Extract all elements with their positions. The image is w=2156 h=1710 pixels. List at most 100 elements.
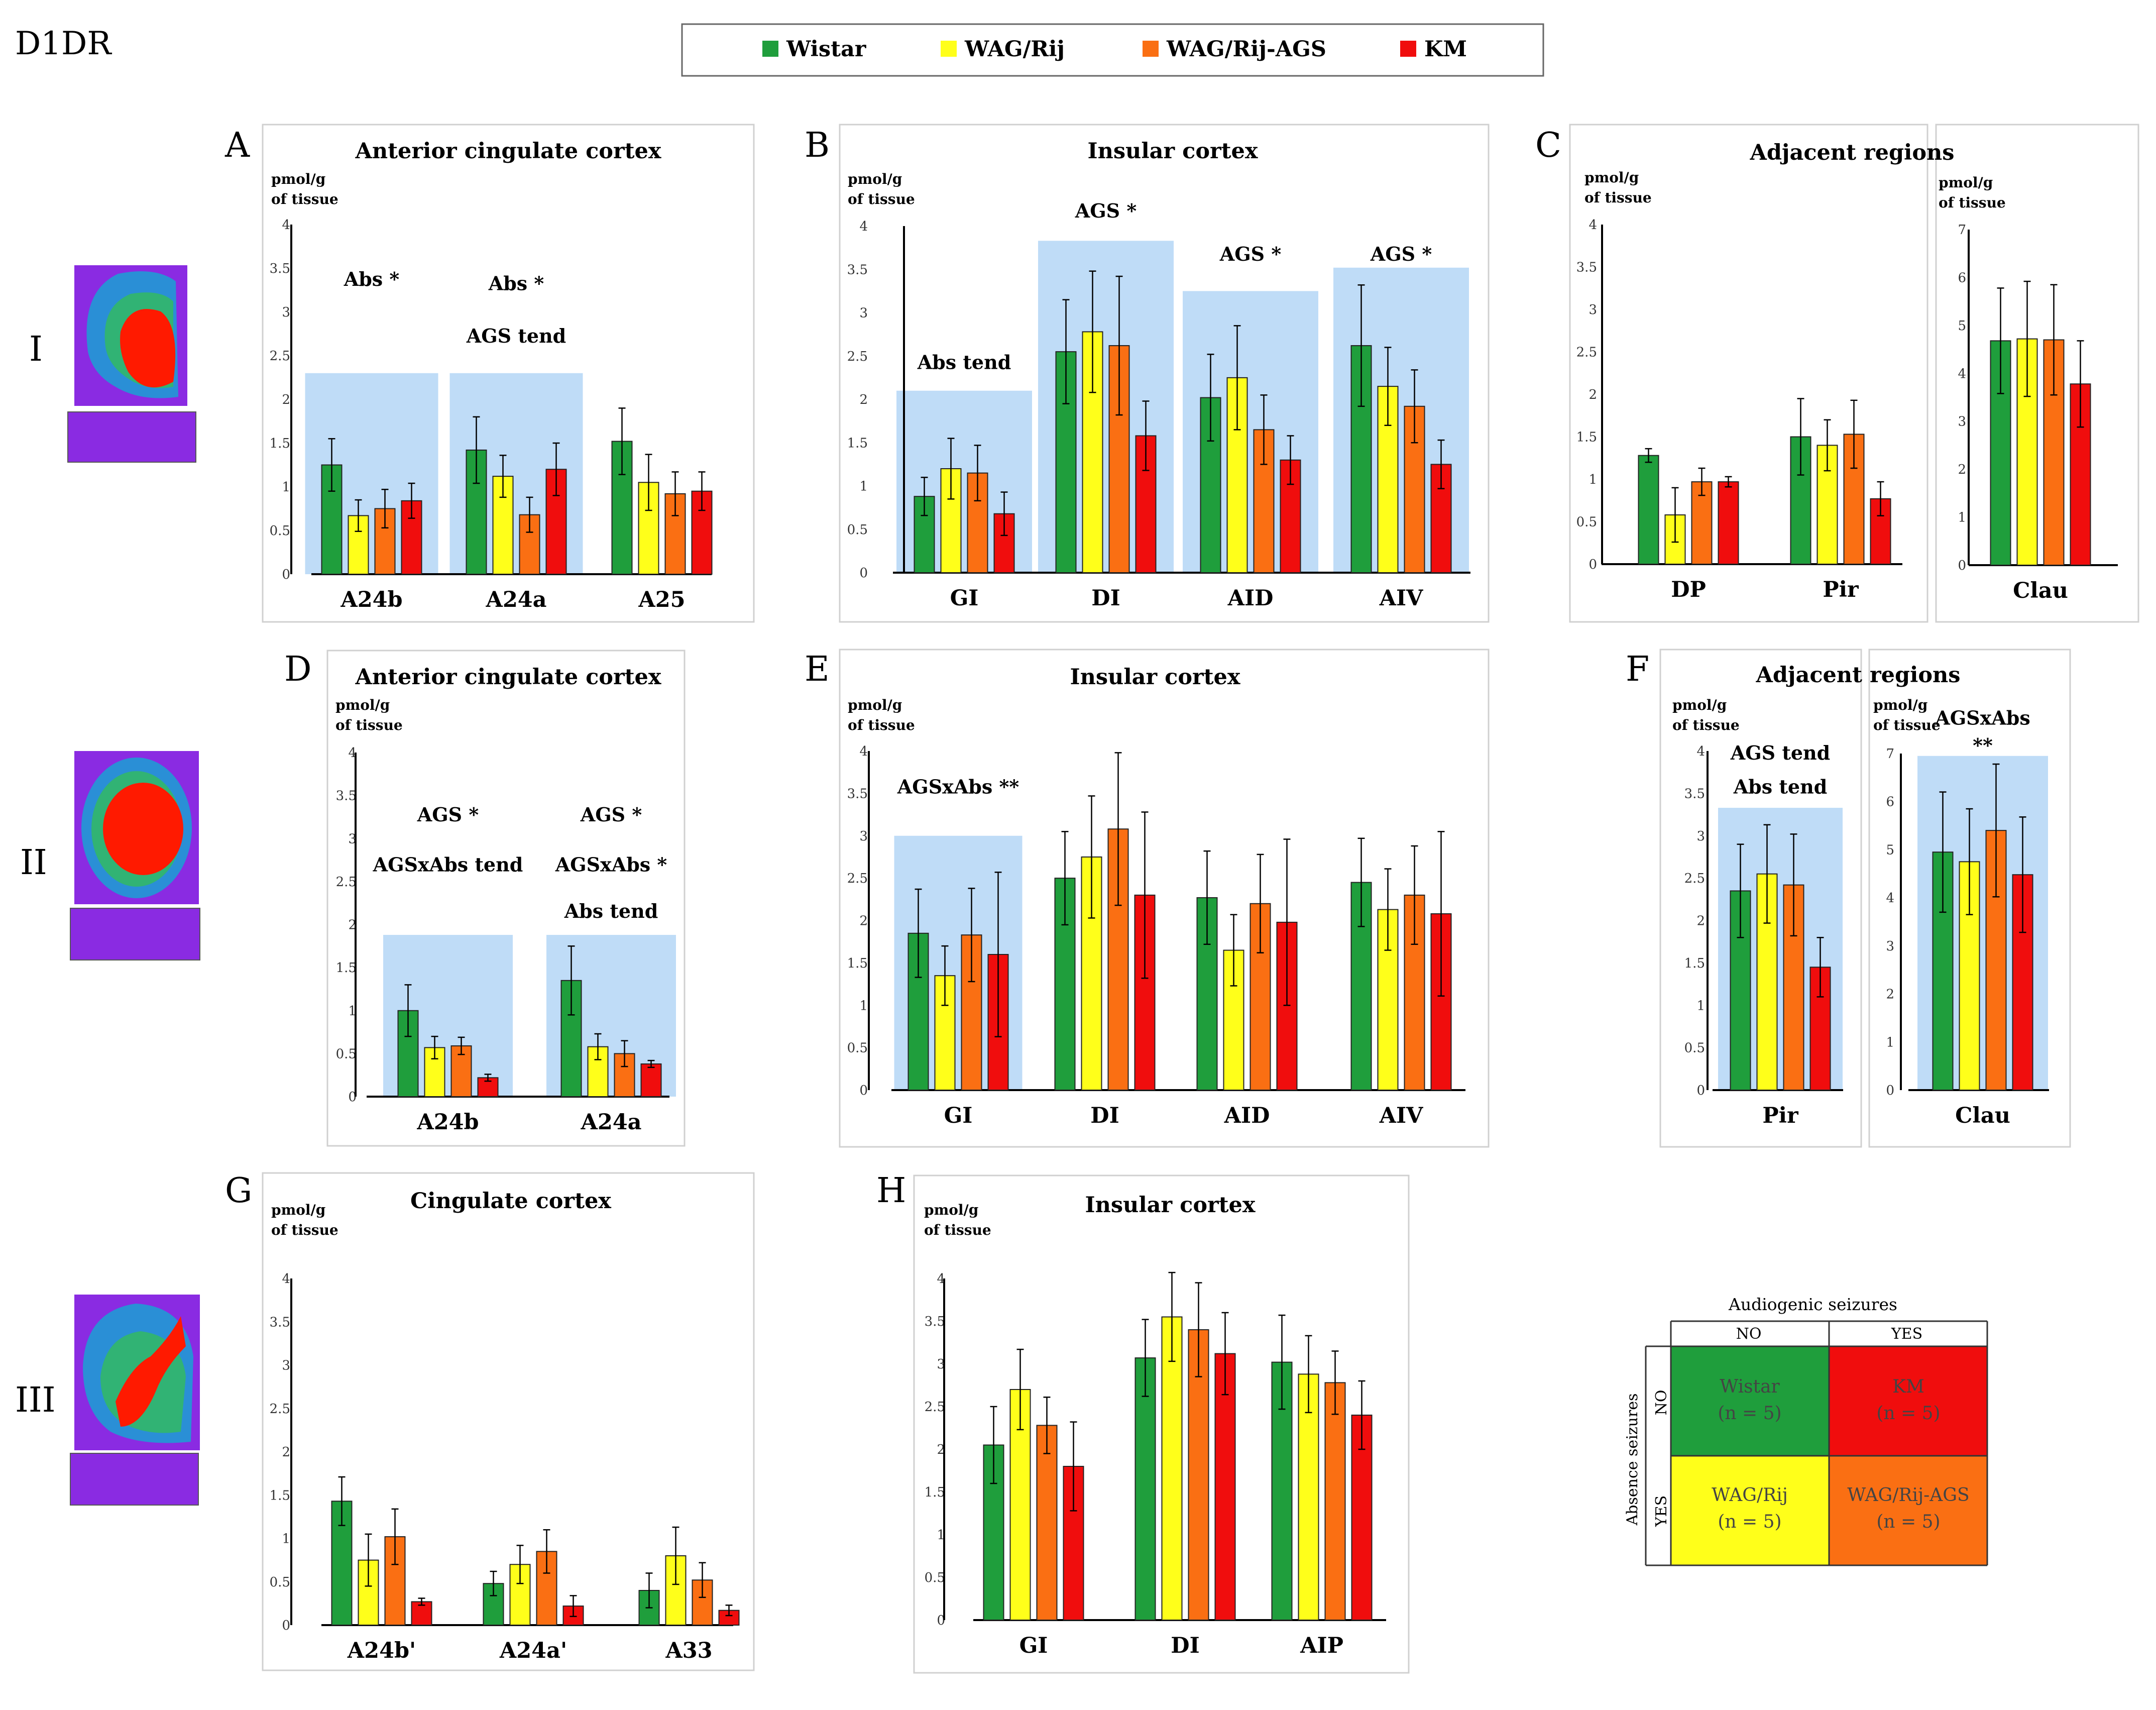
error-bar-b-aiv-wistar — [1357, 284, 1365, 407]
error-bar-b-aid-wistar — [1207, 354, 1214, 442]
error-bar-h-gi-wistar — [990, 1406, 997, 1484]
error-bar-a-a24a-wistar — [473, 416, 480, 484]
cell-wag-rij-ags-n: (n = 5) — [1876, 1512, 1940, 1532]
error-bar-b-aiv-km — [1437, 439, 1445, 489]
chart-panel-c1: pmol/g of tissue 0 0.5 1 1.5 2 2.5 3 3.5 4 DP Pir — [1576, 169, 1902, 602]
tick-e-6: 3 — [859, 829, 868, 844]
error-bar-c2-clau-wag-rij-ags — [2050, 284, 2058, 396]
error-bar-d-a24b-wag-rij — [431, 1035, 438, 1059]
error-bar-g-a33-wag-rij — [672, 1526, 679, 1585]
tick-c1-6: 3 — [1588, 302, 1597, 317]
tick-d-0: 0 — [348, 1090, 357, 1105]
tick-b-5: 2.5 — [847, 349, 868, 364]
tick-d-3: 1.5 — [336, 960, 357, 976]
error-bar-c1-dp-wag-rij-ags — [1698, 467, 1706, 496]
bar-a-a25-km — [691, 490, 713, 575]
error-bar-c1-pir-wag-rij-ags — [1850, 399, 1858, 469]
y-unit-h: pmol/g — [924, 1202, 978, 1218]
bar-d-a24a-wag-rij — [587, 1046, 609, 1098]
title-panel-h: Insular cortex — [1085, 1193, 1255, 1218]
legend-label-km: KM — [1424, 37, 1467, 62]
error-bar-f1-pir-wag-rij — [1763, 824, 1771, 924]
legend-label-wistar: Wistar — [786, 37, 867, 62]
col-header-yes: YES — [1891, 1325, 1922, 1343]
error-bar-d-a24b-km — [484, 1074, 492, 1082]
error-bar-a-a24a-wag-rij — [499, 455, 507, 498]
tick-f1-6: 3 — [1696, 829, 1705, 844]
error-bar-d-a24a-wag-rij-ags — [621, 1040, 628, 1067]
error-bar-c1-dp-wistar — [1645, 448, 1652, 463]
brain-image-2 — [70, 751, 200, 960]
chart-panel-f1: pmol/g of tissue 0 0.5 1 1.5 2 2.5 3 3.5 4 Pir AGS t… — [1672, 697, 1843, 1128]
tick-d-2: 1 — [348, 1004, 357, 1019]
y-unit2-f2: of tissue — [1873, 717, 1941, 733]
error-bar-d-a24b-wag-rij-ags — [458, 1036, 465, 1055]
tick-f2-3: 3 — [1886, 939, 1894, 954]
tick-f1-7: 3.5 — [1684, 786, 1705, 801]
tick-a-0: 0 — [282, 567, 290, 582]
error-bar-g-a33-wag-rij-ags — [699, 1562, 706, 1598]
tick-a-5: 2.5 — [270, 349, 290, 364]
title-panel-b: Insular cortex — [1087, 139, 1258, 164]
error-bar-f2-clau-wag-rij — [1966, 808, 1973, 915]
tick-b-1: 0.5 — [847, 522, 868, 538]
tick-e-1: 0.5 — [847, 1041, 868, 1056]
y-unit2-a: of tissue — [271, 191, 338, 207]
error-bar-c1-pir-wistar — [1797, 398, 1804, 476]
error-bar-c1-dp-wag-rij — [1671, 487, 1679, 543]
legend-swatch-wistar — [762, 41, 778, 57]
y-unit2-c2: of tissue — [1939, 194, 2006, 211]
tick-c2-3: 3 — [1958, 414, 1966, 430]
tick-f1-3: 1.5 — [1684, 956, 1705, 971]
y-unit2-h: of tissue — [924, 1222, 991, 1238]
chart-panel-b: pmol/g of tissue 0 0.5 1 1.5 2 2.5 3 3.5 4 GI DI AID A… — [847, 171, 1470, 611]
category-label-e-di: DI — [1090, 1103, 1119, 1128]
annotation-f1-0: AGS tend — [1730, 741, 1831, 764]
error-bar-h-di-km — [1221, 1312, 1229, 1396]
tick-h-8: 4 — [937, 1271, 945, 1287]
category-label-e-aiv: AIV — [1379, 1103, 1423, 1128]
error-bar-b-aid-wag-rij — [1233, 325, 1241, 431]
error-bar-b-aid-wag-rij-ags — [1260, 394, 1268, 465]
tick-g-2: 1 — [282, 1532, 290, 1547]
tick-b-8: 4 — [859, 219, 868, 234]
annotation-d-0: AGS * — [417, 803, 479, 826]
design-table: Audiogenic seizures NO YES Absence seizu… — [1624, 1295, 1988, 1566]
error-bar-c1-pir-wag-rij — [1824, 419, 1831, 472]
cell-wag-rij-ags-name: WAG/Rij-AGS — [1847, 1485, 1969, 1506]
error-bar-g-a24b-wistar — [338, 1476, 346, 1526]
category-label-g-a24b: A24b' — [347, 1638, 416, 1663]
category-label-c2-clau: Clau — [2013, 578, 2068, 603]
title-panel-d: Anterior cingulate cortex — [355, 665, 661, 690]
panel-titles: Anterior cingulate cortex Insular cortex… — [355, 139, 1960, 1218]
error-bar-e-aid-km — [1283, 838, 1291, 1006]
error-bar-e-aid-wag-rij-ags — [1257, 853, 1264, 953]
error-bar-a-a24b-wag-rij-ags — [381, 488, 389, 529]
chart-panel-c2: pmol/g of tissue 0 1 2 3 4 5 6 7 Clau — [1939, 174, 2118, 603]
cell-wistar — [1671, 1346, 1829, 1456]
tick-a-1: 0.5 — [270, 523, 290, 539]
row-label-3: III — [15, 1380, 56, 1420]
tick-h-0: 0 — [937, 1613, 945, 1628]
bar-h-aip-wag-rij — [1298, 1373, 1319, 1621]
error-bar-b-aid-km — [1287, 435, 1294, 485]
error-bar-e-aid-wag-rij — [1230, 914, 1237, 987]
y-unit-c2: pmol/g — [1939, 174, 1993, 191]
title-panel-a: Anterior cingulate cortex — [355, 139, 661, 164]
annotation-f1-1: Abs tend — [1733, 775, 1828, 798]
tick-f1-0: 0 — [1696, 1083, 1705, 1098]
tick-h-4: 2 — [937, 1442, 945, 1457]
error-bar-f1-pir-wag-rij-ags — [1790, 833, 1797, 937]
error-bar-c2-clau-wistar — [1997, 287, 2004, 394]
error-bar-h-gi-km — [1070, 1421, 1077, 1512]
error-bar-d-a24a-wag-rij — [594, 1033, 602, 1060]
category-label-h-di: DI — [1171, 1633, 1199, 1658]
error-bar-c2-clau-km — [2077, 340, 2084, 428]
category-label-d-a24a: A24a — [580, 1110, 641, 1135]
category-label-b-aid: AID — [1227, 586, 1274, 611]
tick-a-3: 1.5 — [270, 436, 290, 451]
annotation-d-4: Abs tend — [564, 900, 658, 922]
tick-d-8: 4 — [348, 745, 357, 761]
cell-km-n: (n = 5) — [1876, 1403, 1940, 1424]
category-label-g-a24a: A24a' — [499, 1638, 567, 1663]
